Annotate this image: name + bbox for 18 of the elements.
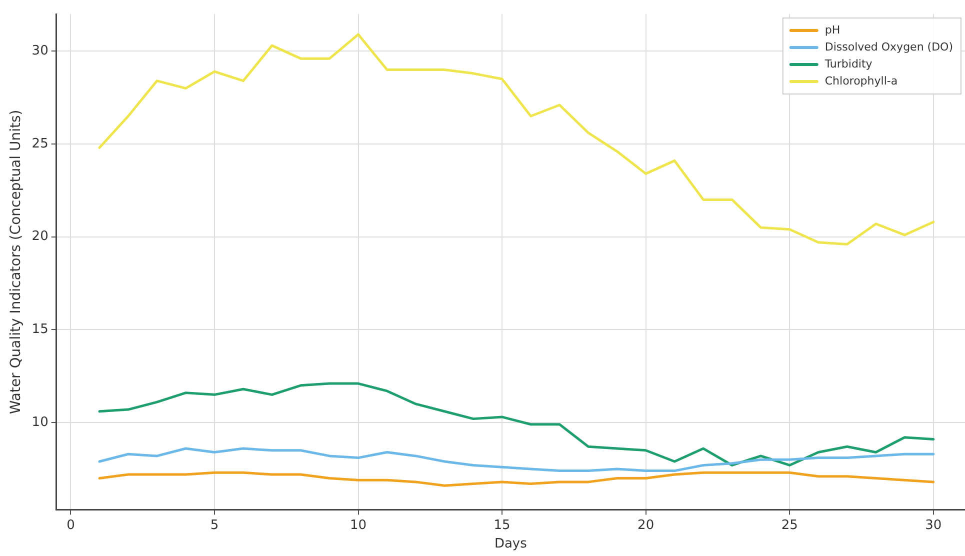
y-axis-title: Water Quality Indicators (Conceptual Units) (8, 110, 24, 414)
y-tick-label: 30 (32, 44, 48, 59)
legend-label: Chlorophyll-a (824, 74, 898, 88)
y-tick-label: 10 (32, 414, 48, 430)
x-tick-label: 0 (66, 518, 75, 533)
x-tick-label: 5 (210, 518, 219, 533)
y-tick-label: 15 (32, 322, 48, 338)
x-tick-label: 20 (638, 518, 654, 533)
x-tick-label: 10 (350, 518, 367, 533)
x-axis-title: Days (494, 536, 528, 552)
y-tick-label: 20 (32, 229, 48, 244)
legend-label: pH (824, 23, 840, 36)
x-tick-label: 30 (925, 518, 942, 533)
x-tick-label: 25 (781, 518, 798, 533)
legend-label: Dissolved Oxygen (DO) (824, 40, 953, 54)
legend-label: Turbidity (824, 57, 873, 70)
x-tick-label: 15 (494, 518, 510, 533)
y-tick-label: 25 (32, 136, 48, 152)
